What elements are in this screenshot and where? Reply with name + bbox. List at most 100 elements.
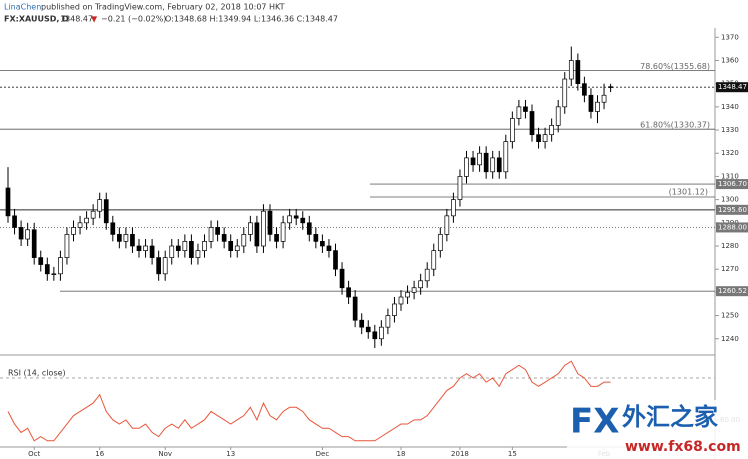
ohlc: O:1348.68 H:1349.94 L:1346.36 C:1348.47 xyxy=(165,15,338,24)
candle-body xyxy=(392,303,397,316)
candle-body xyxy=(529,111,535,136)
candle-body xyxy=(267,210,273,235)
candle-body xyxy=(136,245,142,251)
candle-body xyxy=(71,227,76,235)
candle-body xyxy=(464,157,469,177)
candle-body xyxy=(542,134,548,142)
y-tick-label: 1320 xyxy=(721,149,739,157)
x-tick-label: Oct xyxy=(28,450,40,458)
candle-body xyxy=(248,222,253,235)
site: www.fx68.com xyxy=(625,439,741,455)
candle-body xyxy=(202,241,207,251)
x-tick-label: 2018 xyxy=(451,450,469,458)
candle-body xyxy=(274,234,279,242)
watermark: FX 外汇之家 www.fx68.com xyxy=(567,400,748,459)
candle-body xyxy=(608,86,613,88)
candle-body xyxy=(379,326,384,340)
candle-body xyxy=(110,222,116,235)
last: 1348.47 xyxy=(60,15,93,24)
candle-body xyxy=(77,222,83,228)
candle-body xyxy=(182,241,188,251)
price-tag-label: 1306.70 xyxy=(718,180,747,188)
candle-body xyxy=(601,94,607,103)
candle-body xyxy=(326,245,332,251)
candle-body xyxy=(64,234,70,258)
price-tag-label: 1348.47 xyxy=(718,83,747,91)
candle-body xyxy=(516,106,522,119)
candle-body xyxy=(90,210,96,219)
fib-label: 61.80%(1330.37) xyxy=(640,121,710,130)
y-tick-label: 1310 xyxy=(721,172,739,180)
candle-body xyxy=(293,215,299,219)
candle-body xyxy=(470,157,476,166)
candle-body xyxy=(372,331,378,340)
arrow: ▼ xyxy=(91,15,98,24)
x-tick-label: Nov xyxy=(158,450,172,458)
x-tick-label: 15 xyxy=(508,450,517,458)
candle-body xyxy=(287,215,292,224)
y-tick-label: 1340 xyxy=(721,103,739,111)
y-tick-label: 1270 xyxy=(721,265,739,273)
candle-body xyxy=(352,296,358,321)
candle-body xyxy=(365,326,371,333)
price-tag xyxy=(716,286,748,297)
candle-body xyxy=(241,234,247,247)
candle-body xyxy=(175,245,181,251)
candle-body xyxy=(418,280,423,289)
candle-body xyxy=(195,250,201,258)
published: published on TradingView.com, February 0… xyxy=(41,3,285,12)
candle-body xyxy=(97,199,103,212)
candle-body xyxy=(228,241,234,251)
candle-body xyxy=(451,199,456,217)
candle-body xyxy=(483,152,489,173)
price-tag-label: 1288.00 xyxy=(718,223,747,231)
candle-body xyxy=(143,245,148,251)
y-tick-label: 1300 xyxy=(721,196,739,204)
candle-body xyxy=(103,199,109,224)
candle-body xyxy=(38,257,44,265)
candle-body xyxy=(437,234,443,251)
symbol: FX:XAUUSD, D xyxy=(4,15,69,24)
candle-body xyxy=(12,215,17,228)
candle-body xyxy=(320,241,325,247)
candle-body xyxy=(523,106,528,112)
candle-body xyxy=(444,215,450,235)
price-tag-label: 1295.60 xyxy=(718,206,747,214)
candle-body xyxy=(280,222,286,242)
candle-body xyxy=(162,257,168,275)
y-tick-label: 1330 xyxy=(721,126,739,134)
candle-body xyxy=(411,287,417,293)
candle-body xyxy=(503,141,509,173)
y-tick-label: 1360 xyxy=(721,56,739,64)
candle-body xyxy=(261,210,266,247)
candle-body xyxy=(51,273,57,275)
candle-body xyxy=(25,229,30,240)
brand-cn: 外汇之家 xyxy=(622,403,718,431)
change: −0.21 (−0.02%) xyxy=(101,15,166,24)
candle-body xyxy=(333,250,338,270)
candle-body xyxy=(221,234,227,242)
candle-body xyxy=(510,118,515,142)
candle-body xyxy=(300,217,306,224)
candle-body xyxy=(359,319,365,328)
candle-body xyxy=(306,222,312,235)
y-tick-label: 1250 xyxy=(721,312,739,320)
candle-body xyxy=(208,227,214,242)
candle-body xyxy=(496,157,502,173)
candle-body xyxy=(149,245,155,258)
candle-body xyxy=(477,152,482,166)
x-tick-label: 13 xyxy=(226,450,235,458)
candle-body xyxy=(431,250,437,270)
price-tag xyxy=(716,179,748,190)
price-tag-label: 1260.52 xyxy=(718,287,747,295)
candle-body xyxy=(588,94,594,112)
candle-body xyxy=(234,245,240,251)
rsi-line xyxy=(7,360,611,442)
candle-body xyxy=(457,176,463,200)
candle-body xyxy=(130,234,135,247)
candle-body xyxy=(44,264,50,275)
candle-body xyxy=(398,296,404,305)
author: LinaChen xyxy=(4,3,41,12)
